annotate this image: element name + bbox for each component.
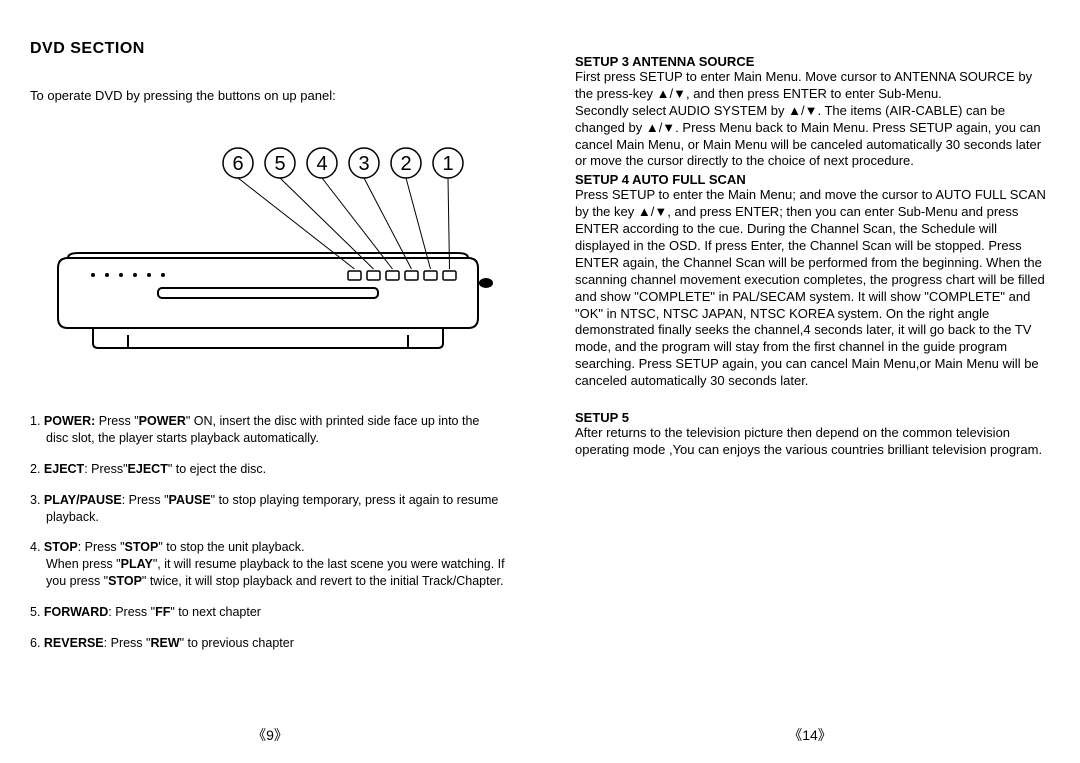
left-page: DVD SECTION To operate DVD by pressing t… <box>0 0 540 763</box>
setup5-body: After returns to the television picture … <box>575 425 1050 459</box>
page-number-left: 《9》 <box>0 725 540 745</box>
list-item: 2. EJECT: Press"EJECT" to eject the disc… <box>30 461 505 478</box>
svg-text:1: 1 <box>442 153 453 175</box>
device-diagram: 6 5 4 3 2 1 <box>30 133 505 373</box>
right-page: SETUP 3 ANTENNA SOURCE First press SETUP… <box>540 0 1080 763</box>
list-item: 6. REVERSE: Press "REW" to previous chap… <box>30 635 505 652</box>
page-title: DVD SECTION <box>30 40 505 58</box>
setup4-body: Press SETUP to enter the Main Menu; and … <box>575 187 1050 390</box>
svg-text:3: 3 <box>358 153 369 175</box>
setup3-heading: SETUP 3 ANTENNA SOURCE <box>575 54 1050 69</box>
button-legend-list: 1. POWER: Press "POWER" ON, insert the d… <box>30 413 505 652</box>
svg-text:4: 4 <box>316 153 327 175</box>
setup5-heading: SETUP 5 <box>575 410 1050 425</box>
svg-text:5: 5 <box>274 153 285 175</box>
page-number-right: 《14》 <box>540 725 1080 745</box>
svg-text:6: 6 <box>232 153 243 175</box>
setup4-heading: SETUP 4 AUTO FULL SCAN <box>575 172 1050 187</box>
list-item: 4. STOP: Press "STOP" to stop the unit p… <box>30 539 505 590</box>
setup3-body: First press SETUP to enter Main Menu. Mo… <box>575 69 1050 170</box>
intro-text: To operate DVD by pressing the buttons o… <box>30 88 505 103</box>
list-item: 3. PLAY/PAUSE: Press "PAUSE" to stop pla… <box>30 492 505 526</box>
svg-text:2: 2 <box>400 153 411 175</box>
manual-spread: DVD SECTION To operate DVD by pressing t… <box>0 0 1080 763</box>
list-item: 1. POWER: Press "POWER" ON, insert the d… <box>30 413 505 447</box>
list-item: 5. FORWARD: Press "FF" to next chapter <box>30 604 505 621</box>
dvd-player-illustration: 6 5 4 3 2 1 <box>38 133 498 373</box>
